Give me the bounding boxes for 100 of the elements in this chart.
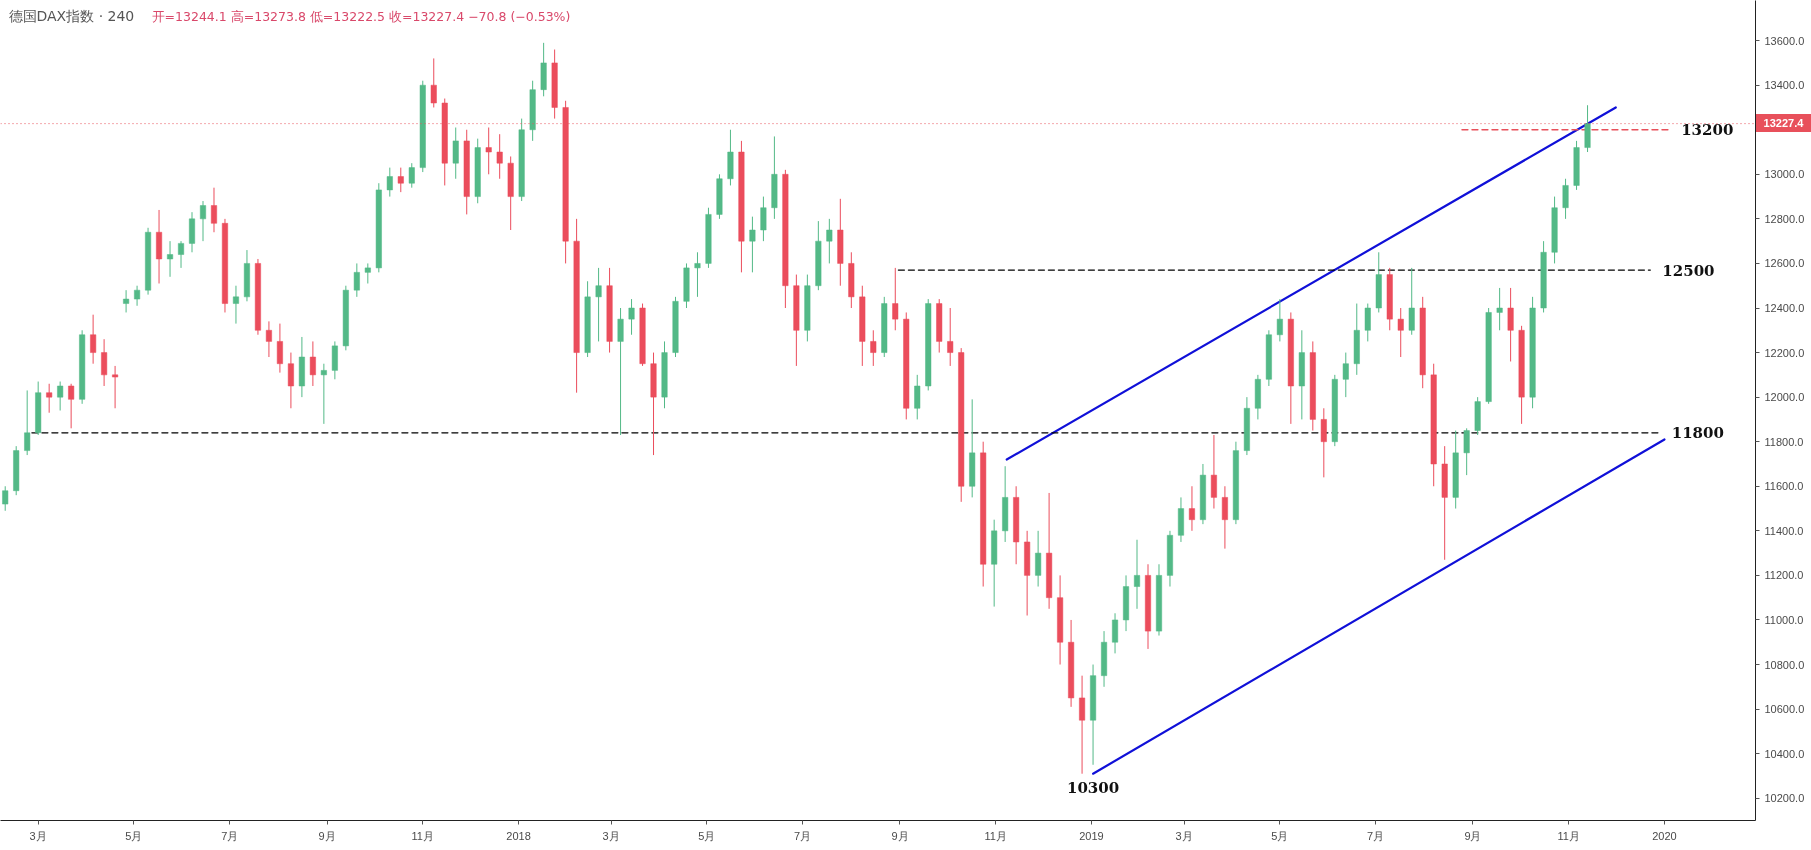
x-tick-label: 2020 [1652,829,1677,842]
candlestick [694,251,701,298]
candlestick [430,57,437,108]
candlestick [101,338,108,387]
candlestick [617,307,624,436]
x-tick-label: 2018 [506,829,531,842]
candlestick [1276,298,1283,342]
candlestick [826,218,833,264]
candlestick [123,289,130,313]
candlestick [1397,307,1404,358]
candlestick [1562,178,1569,220]
candlestick [210,187,217,233]
candlestick [1134,539,1141,610]
y-tick-label: 12200.0 [1764,346,1805,359]
text: 开=13244.1 高=13273.8 低=13222.5 收=13227.4 −70.8 (−0.53%) [151,8,571,24]
x-tick-label: 3月 [602,829,620,842]
candlestick [914,374,921,420]
x-tick-label: 5月 [1271,829,1289,842]
candlestick [1342,352,1349,398]
candlestick [452,127,459,180]
x-tick-label: 7月 [1367,829,1385,842]
candlestick [200,200,206,242]
candlestick [57,381,64,411]
candlestick [1408,267,1415,336]
candlestick [397,167,404,193]
y-tick-label: 10800.0 [1764,658,1805,671]
candlestick [1035,530,1042,588]
candlestick [1320,407,1327,478]
y-tick-label: 10200.0 [1764,792,1805,805]
candlestick [1463,427,1470,476]
x-tick-label: 5月 [698,829,716,842]
candlestick [353,262,360,298]
candlestick [167,240,174,278]
candlestick [68,383,75,429]
y-tick-label: 12800.0 [1764,212,1805,225]
series-label: 12500 [1662,261,1715,280]
candlestick [1188,485,1195,532]
candlestick [320,363,327,425]
y-tick-label: 12000.0 [1764,391,1805,404]
series-label: 11800 [1671,424,1724,443]
candlestick [2,485,9,512]
y-tick-label: 11000.0 [1764,613,1804,626]
candlestick [178,240,185,269]
candlestick [112,365,119,409]
candlestick [760,196,767,242]
candlestick [24,389,31,456]
candlestick [46,383,53,414]
candlestick [386,167,393,198]
x-tick-label: 3月 [1175,829,1193,842]
y-tick-label: 10600.0 [1764,703,1805,716]
x-tick-label: 5月 [125,829,143,842]
x-tick-label: 9月 [1464,829,1482,842]
y-tick-label: 11200.0 [1764,569,1804,582]
candlestick [870,329,877,367]
candlestick [1079,675,1086,775]
ref-line-label: 13227.4 [1756,114,1811,133]
candlestick [947,307,954,367]
y-tick-label: 12400.0 [1764,302,1805,314]
candlestick [1496,287,1503,331]
text: 德国DAX指数 · 240 [8,7,135,24]
candlestick [496,133,503,180]
x-tick-label: 11月 [1557,829,1580,842]
candlestick [749,216,756,273]
x-tick-label: 11月 [411,829,434,842]
x-tick-label: 11月 [984,829,1007,842]
y-tick-label: 11400.0 [1764,524,1804,537]
candlestick [232,285,239,325]
candlestick [485,127,492,175]
candlestick [265,320,272,358]
candlestick [1507,287,1514,362]
candlestick [595,267,602,342]
candlestick [90,314,97,365]
y-tick-label: 10400.0 [1764,747,1805,760]
y-tick-label: 13600.0 [1764,34,1805,47]
x-tick-label: 9月 [891,829,909,842]
candlestick [1210,434,1217,510]
candlestick [364,262,371,284]
candlestick [309,340,316,387]
x-tick-label: 7月 [794,829,812,842]
candlestick [1221,485,1228,550]
candlestick [134,285,141,307]
y-tick-label: 12600.0 [1764,257,1805,270]
candlestick [1112,612,1119,654]
candlestick [1584,104,1591,153]
candlestick [408,162,415,189]
y-tick-label: 11800.0 [1764,435,1804,448]
candlestick [892,267,899,331]
x-tick-label: 3月 [29,829,47,842]
annotation: 10300 [1066,778,1120,797]
x-tick-label: 2019 [1079,829,1104,842]
y-tick-label: 11600.0 [1764,480,1804,493]
x-tick-label: 7月 [221,829,239,842]
candlestick [628,298,635,336]
x-tick-label: 9月 [318,829,336,842]
candlestick [1364,303,1371,342]
candlestick [287,352,294,409]
candlestick [276,323,283,374]
y-tick-label: 13000.0 [1764,168,1805,181]
legend-label: 13200 [1681,121,1734,140]
y-tick-label: 13400.0 [1764,79,1805,92]
